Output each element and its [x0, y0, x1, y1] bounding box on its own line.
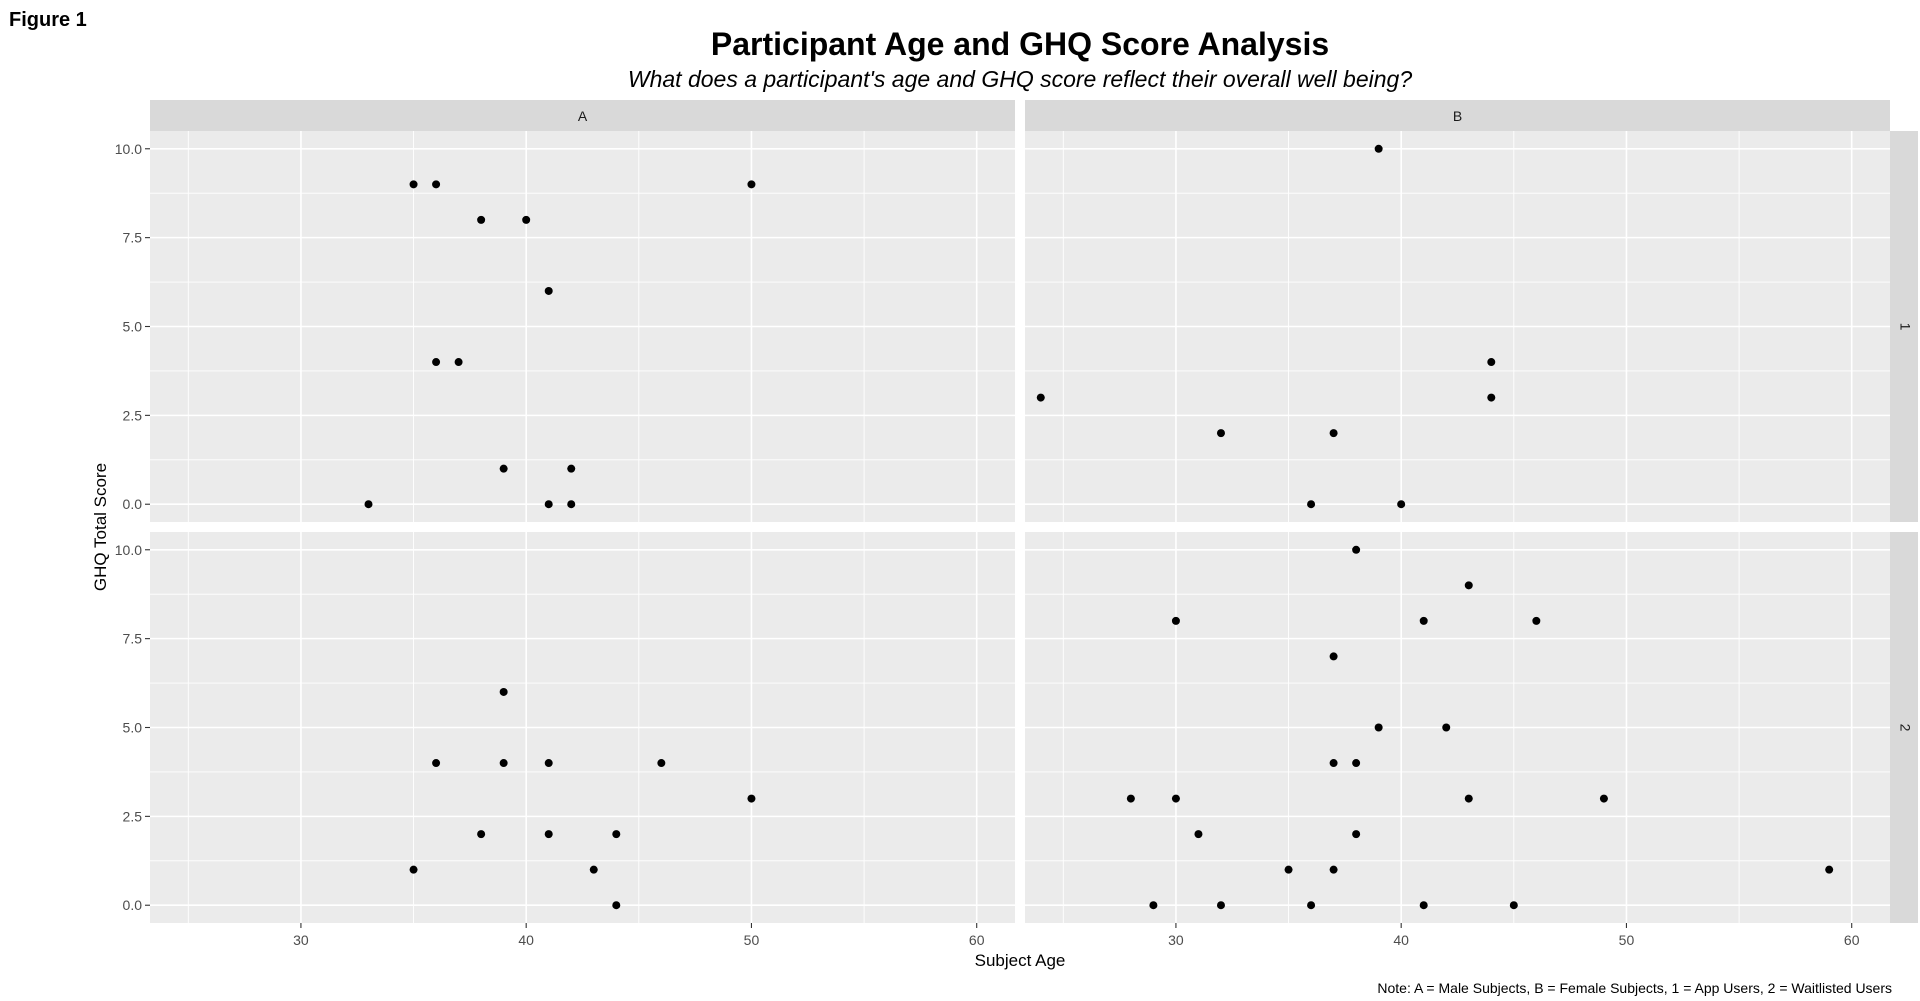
data-point	[747, 180, 756, 189]
data-point	[1307, 500, 1316, 509]
figure-label: Figure 1	[9, 9, 87, 31]
data-point	[1397, 500, 1406, 509]
y-tick-label: 7.5	[123, 631, 143, 647]
y-tick-label: 5.0	[123, 319, 143, 335]
facet-strip-label-B: B	[1453, 108, 1462, 124]
y-tick-label: 10.0	[115, 141, 142, 157]
data-point	[544, 830, 553, 839]
data-point	[364, 500, 373, 509]
y-tick-label: 0.0	[123, 496, 143, 512]
x-tick-label: 30	[293, 932, 309, 948]
data-point	[1825, 865, 1834, 874]
x-tick-label: 50	[744, 932, 760, 948]
data-point	[499, 687, 508, 696]
data-point	[499, 759, 508, 768]
data-point	[567, 464, 576, 473]
data-point	[1171, 794, 1180, 803]
data-point	[477, 830, 486, 839]
data-point	[1464, 794, 1473, 803]
y-axis-title: GHQ Total Score	[91, 463, 110, 591]
x-tick-label: 60	[1844, 932, 1860, 948]
data-point	[1329, 429, 1338, 438]
y-tick-label: 7.5	[123, 230, 143, 246]
data-point	[1487, 358, 1496, 367]
data-point	[612, 830, 621, 839]
facet-strip-label-2: 2	[1897, 724, 1913, 732]
data-point	[1352, 545, 1361, 554]
facet-strip-1	[1890, 131, 1918, 522]
data-point	[454, 358, 463, 367]
x-tick-label: 60	[969, 932, 985, 948]
data-point	[1216, 901, 1225, 910]
data-point	[409, 865, 418, 874]
data-point	[1171, 616, 1180, 625]
data-point	[589, 865, 598, 874]
facet-strip-B	[1025, 100, 1890, 131]
data-point	[477, 215, 486, 224]
data-point	[612, 901, 621, 910]
data-point	[1149, 901, 1158, 910]
data-point	[1419, 901, 1428, 910]
data-point	[1126, 794, 1135, 803]
x-tick-label: 40	[518, 932, 534, 948]
data-point	[1194, 830, 1203, 839]
x-axis-title: Subject Age	[975, 951, 1066, 970]
data-point	[432, 180, 441, 189]
data-point	[1329, 865, 1338, 874]
chart-subtitle: What does a participant's age and GHQ sc…	[627, 66, 1413, 92]
data-point	[1352, 830, 1361, 839]
data-point	[1599, 794, 1608, 803]
y-tick-label: 10.0	[115, 542, 142, 558]
data-point	[522, 215, 531, 224]
data-point	[1419, 616, 1428, 625]
data-point	[1374, 144, 1383, 153]
data-point	[1216, 429, 1225, 438]
data-point	[432, 759, 441, 768]
x-tick-label: 50	[1619, 932, 1635, 948]
data-point	[657, 759, 666, 768]
data-point	[499, 464, 508, 473]
data-point	[1532, 616, 1541, 625]
x-tick-label: 30	[1168, 932, 1184, 948]
chart-note: Note: A = Male Subjects, B = Female Subj…	[1377, 980, 1892, 996]
data-point	[1352, 759, 1361, 768]
facet-strip-2	[1890, 532, 1918, 923]
data-point	[544, 286, 553, 295]
y-tick-label: 5.0	[123, 720, 143, 736]
y-tick-label: 2.5	[123, 407, 143, 423]
y-tick-label: 2.5	[123, 808, 143, 824]
data-point	[544, 500, 553, 509]
data-point	[1509, 901, 1518, 910]
data-point	[567, 500, 576, 509]
y-tick-label: 0.0	[123, 897, 143, 913]
data-point	[1442, 723, 1451, 732]
facet-strip-label-1: 1	[1897, 323, 1913, 331]
x-tick-label: 40	[1393, 932, 1409, 948]
data-point	[1464, 581, 1473, 590]
data-point	[544, 759, 553, 768]
facet-strip-A	[150, 100, 1015, 131]
data-point	[1036, 393, 1045, 402]
data-point	[747, 794, 756, 803]
data-point	[1329, 759, 1338, 768]
data-point	[1307, 901, 1316, 910]
data-point	[432, 358, 441, 367]
data-point	[1487, 393, 1496, 402]
data-point	[1284, 865, 1293, 874]
chart-title: Participant Age and GHQ Score Analysis	[710, 26, 1330, 62]
facet-strip-label-A: A	[578, 108, 588, 124]
data-point	[1374, 723, 1383, 732]
data-point	[1329, 652, 1338, 661]
data-point	[409, 180, 418, 189]
